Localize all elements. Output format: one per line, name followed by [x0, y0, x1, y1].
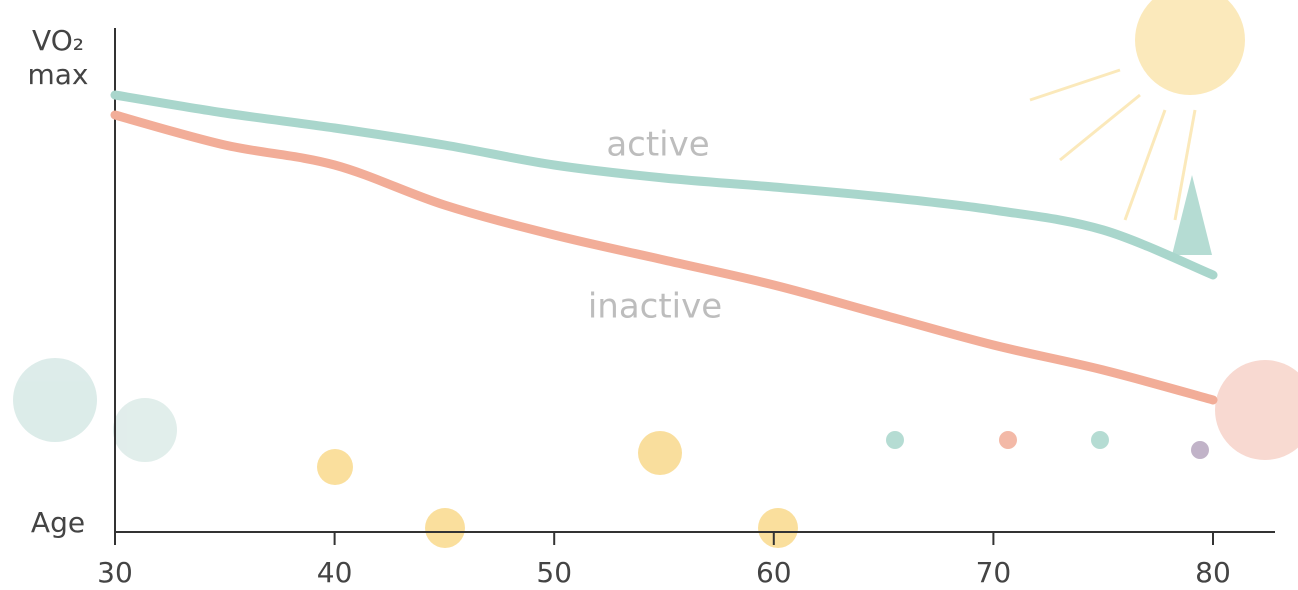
- x-axis-label: Age: [31, 506, 85, 539]
- x-tick-label: 70: [976, 556, 1012, 589]
- x-tick-label: 80: [1195, 556, 1231, 589]
- line: [110, 90, 1218, 280]
- x-tick-label: 40: [317, 556, 353, 589]
- y-axis-label: VO₂ max: [27, 24, 89, 91]
- x-tick-label: 30: [97, 556, 133, 589]
- x-tick-label: 50: [536, 556, 572, 589]
- decoration: [13, 0, 1298, 548]
- series-label: inactive: [588, 287, 722, 327]
- series-label: active: [606, 125, 709, 165]
- line: [110, 110, 1218, 405]
- x-tick-label: 60: [756, 556, 792, 589]
